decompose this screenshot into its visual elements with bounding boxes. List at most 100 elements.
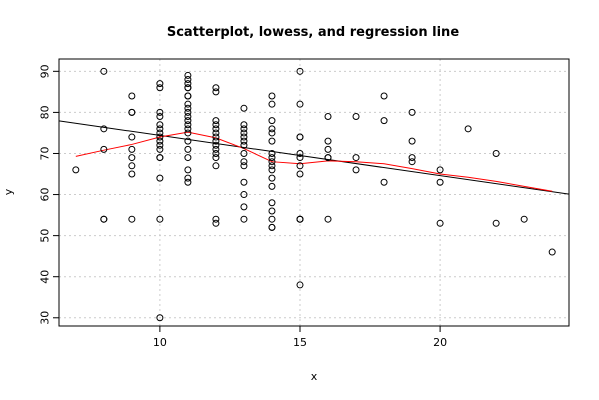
data-point [268, 137, 276, 145]
data-point [212, 162, 220, 170]
data-point [184, 113, 192, 121]
data-point [408, 158, 416, 166]
data-point [156, 121, 164, 129]
data-point [268, 199, 276, 207]
data-point [212, 154, 220, 162]
data-point [212, 121, 220, 129]
lowess-layer [75, 131, 553, 192]
regression-layer [58, 120, 570, 195]
data-point [156, 174, 164, 182]
data-point [184, 117, 192, 125]
data-point [212, 84, 220, 92]
data-point [156, 84, 164, 92]
y-tick-label: 70 [39, 146, 52, 160]
data-point [296, 67, 304, 75]
data-point [184, 104, 192, 112]
data-point [268, 149, 276, 157]
data-point [380, 117, 388, 125]
y-tick-label: 30 [39, 311, 52, 325]
data-point [296, 215, 304, 223]
data-point [296, 170, 304, 178]
data-point [128, 162, 136, 170]
data-point [184, 154, 192, 162]
data-point [128, 154, 136, 162]
data-point [240, 203, 248, 211]
data-point [212, 145, 220, 153]
x-tick-label: 20 [433, 336, 447, 349]
data-point [520, 215, 528, 223]
data-point [296, 133, 304, 141]
data-point [240, 104, 248, 112]
data-point [156, 215, 164, 223]
data-point [212, 141, 220, 149]
data-point [352, 113, 360, 121]
data-point [492, 219, 500, 227]
data-point [436, 166, 444, 174]
data-point [156, 137, 164, 145]
data-point [184, 121, 192, 129]
data-point [156, 129, 164, 137]
data-point [268, 182, 276, 190]
data-point [296, 281, 304, 289]
data-point [408, 108, 416, 116]
data-point [380, 92, 388, 100]
data-point [268, 162, 276, 170]
data-point [156, 145, 164, 153]
data-point [548, 248, 556, 256]
data-point [212, 117, 220, 125]
data-point [156, 154, 164, 162]
chart-title: Scatterplot, lowess, and regression line [167, 25, 459, 40]
data-point [128, 170, 136, 178]
data-point [184, 76, 192, 84]
data-point [268, 117, 276, 125]
y-tick-label: 60 [39, 188, 52, 202]
data-point [212, 215, 220, 223]
x-axis-label: x [311, 370, 318, 383]
y-tick-label: 80 [39, 105, 52, 119]
data-point [464, 125, 472, 133]
data-point [212, 129, 220, 137]
data-point [128, 108, 136, 116]
data-point [100, 67, 108, 75]
data-point [324, 215, 332, 223]
data-point [156, 80, 164, 88]
data-point [268, 129, 276, 137]
data-point [156, 113, 164, 121]
points-layer [72, 67, 556, 322]
data-point [128, 215, 136, 223]
data-point [72, 166, 80, 174]
data-point [268, 154, 276, 162]
x-tick-label: 15 [293, 336, 307, 349]
data-point [240, 162, 248, 170]
plot-frame [58, 58, 570, 327]
x-tick-label: 10 [153, 336, 167, 349]
data-point [268, 207, 276, 215]
data-point [212, 133, 220, 141]
data-point [324, 113, 332, 121]
data-point [324, 154, 332, 162]
data-point [184, 166, 192, 174]
y-tick-label: 40 [39, 270, 52, 284]
data-point [184, 80, 192, 88]
data-point [240, 191, 248, 199]
data-point [240, 129, 248, 137]
y-tick-label: 90 [39, 64, 52, 78]
data-point [296, 154, 304, 162]
data-point [324, 137, 332, 145]
data-point [184, 178, 192, 186]
data-point [128, 92, 136, 100]
data-point [156, 133, 164, 141]
data-point [212, 88, 220, 96]
data-point [268, 223, 276, 231]
lowess-line [75, 131, 553, 192]
y-axis: 30 40 50 60 70 80 90 [39, 64, 59, 325]
data-point [268, 158, 276, 166]
data-point [240, 149, 248, 157]
data-point [296, 100, 304, 108]
data-point [240, 137, 248, 145]
data-point [240, 178, 248, 186]
data-point [296, 162, 304, 170]
data-point [212, 137, 220, 145]
data-point [156, 108, 164, 116]
